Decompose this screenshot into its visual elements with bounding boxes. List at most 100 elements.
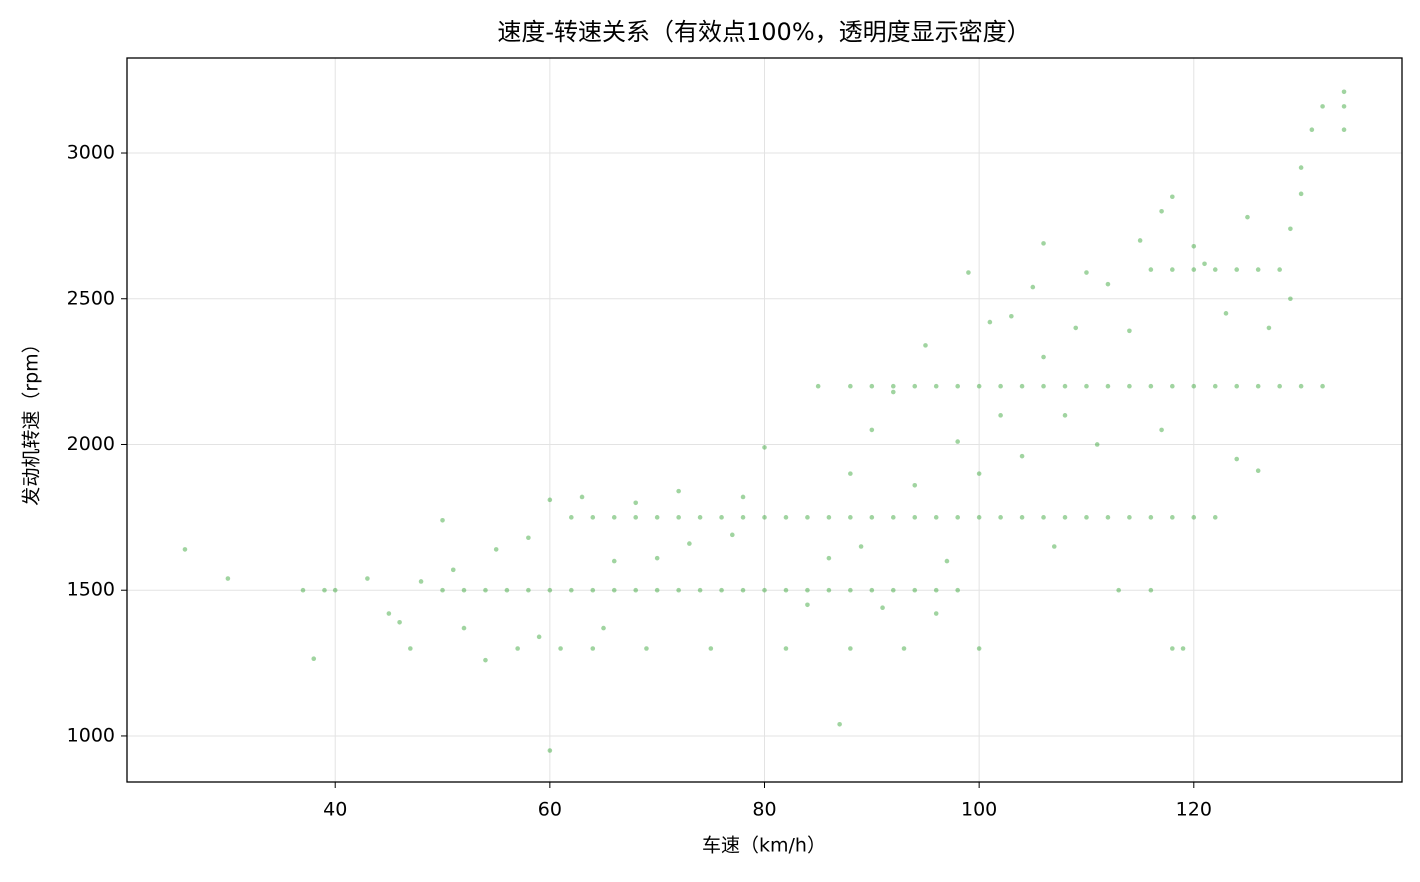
y-axis-label: 发动机转速（rpm） [21, 334, 43, 505]
point [923, 343, 928, 348]
point [1298, 383, 1304, 389]
point [590, 515, 596, 520]
point [1159, 427, 1164, 433]
chart-title: 速度-转速关系（有效点100%，透明度显示密度） [497, 18, 1030, 46]
point [633, 515, 639, 520]
point [440, 517, 445, 523]
point [1234, 456, 1240, 462]
point [1009, 313, 1014, 319]
point [461, 587, 467, 593]
point [783, 587, 789, 593]
point [300, 587, 306, 593]
point [1084, 270, 1089, 275]
point [1277, 383, 1282, 389]
point [826, 515, 832, 520]
point [1148, 515, 1154, 520]
point [890, 587, 896, 593]
point [1298, 191, 1304, 197]
point [1159, 209, 1164, 214]
point [1288, 296, 1293, 302]
point [633, 587, 639, 593]
point [869, 515, 875, 520]
point [590, 646, 596, 651]
point [976, 471, 982, 476]
y-tick-label: 3000 [67, 142, 115, 164]
point [611, 515, 617, 520]
point [687, 541, 692, 546]
x-tick-label: 100 [961, 799, 997, 821]
point [719, 587, 724, 593]
point [461, 625, 467, 631]
point [976, 383, 982, 389]
point [944, 558, 950, 564]
point [1277, 267, 1282, 272]
point [869, 587, 875, 593]
point [676, 488, 681, 494]
point [1191, 243, 1197, 249]
point [955, 515, 960, 520]
point [1127, 383, 1132, 389]
point [515, 646, 520, 651]
point [1041, 515, 1046, 520]
point [569, 515, 574, 520]
y-tick-label: 1000 [67, 724, 115, 746]
point [955, 587, 960, 593]
point [676, 515, 681, 520]
point [601, 625, 606, 631]
point [783, 646, 789, 651]
point [998, 413, 1003, 418]
point [1041, 354, 1046, 360]
point [858, 544, 864, 549]
point [611, 558, 617, 564]
point [386, 611, 392, 616]
point [933, 383, 939, 389]
point [418, 579, 424, 584]
point [1041, 383, 1046, 389]
point [1212, 515, 1218, 520]
point [848, 587, 853, 593]
point [408, 646, 413, 651]
point [933, 587, 939, 593]
point [526, 535, 531, 541]
point [826, 587, 832, 593]
point [450, 567, 456, 573]
point [912, 383, 918, 389]
point [1051, 544, 1057, 549]
point [483, 657, 488, 663]
point [762, 587, 767, 593]
point [1341, 127, 1347, 133]
point [1191, 267, 1197, 272]
point [740, 587, 746, 593]
x-axis-label: 车速（km/h） [702, 835, 826, 857]
point [547, 497, 553, 503]
point [912, 482, 918, 488]
point [569, 587, 574, 593]
point [740, 515, 746, 520]
point [998, 383, 1003, 389]
point [1062, 515, 1068, 520]
point [740, 494, 746, 500]
point [912, 515, 918, 520]
point [1234, 383, 1240, 389]
point [1255, 468, 1261, 474]
point [1255, 383, 1261, 389]
point [654, 555, 660, 561]
point [1180, 646, 1186, 651]
point [762, 445, 767, 450]
point [1084, 383, 1089, 389]
point [504, 587, 510, 593]
point [955, 439, 960, 444]
point [1170, 267, 1175, 272]
point [901, 646, 907, 651]
point [805, 602, 810, 608]
point [1288, 226, 1293, 232]
point [815, 383, 821, 389]
point [1170, 383, 1175, 389]
point [912, 587, 918, 593]
point [1019, 515, 1025, 520]
point [654, 515, 660, 520]
point [1127, 328, 1132, 334]
point [1202, 261, 1207, 267]
point [890, 383, 896, 389]
